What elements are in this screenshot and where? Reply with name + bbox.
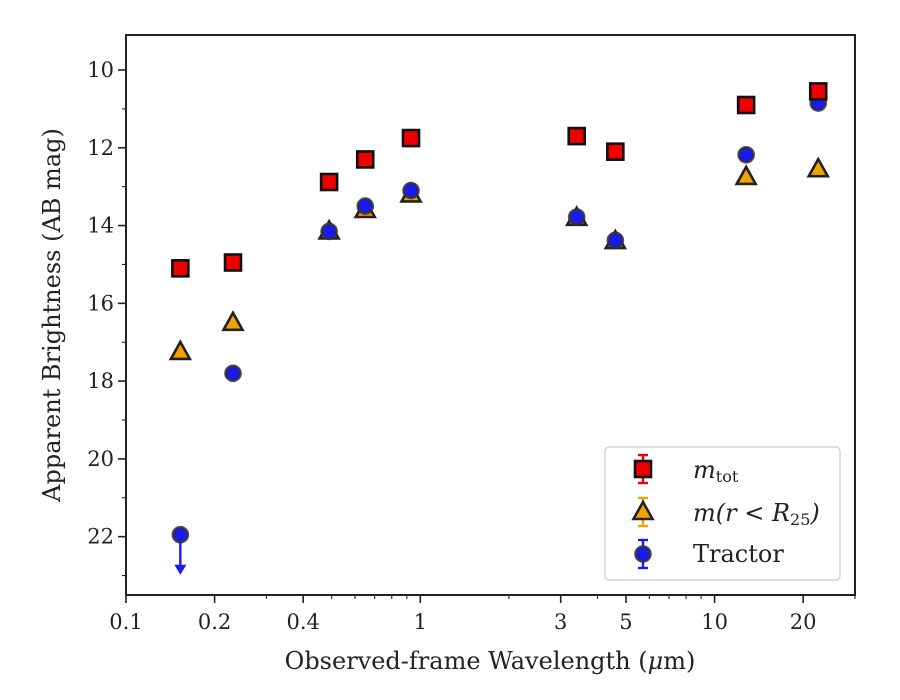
x-tick-label: 3: [554, 610, 567, 634]
data-point-square: [223, 253, 243, 272]
data-point-triangle: [168, 339, 193, 361]
x-tick-label: 0.2: [198, 610, 231, 634]
legend-marker-square: [633, 459, 653, 479]
upper-limit-arrowhead: [174, 564, 187, 575]
legend-label-tractor: Tractor: [693, 540, 784, 568]
data-point-square: [171, 259, 190, 278]
data-point-square: [736, 95, 756, 115]
legend-marker-triangle: [631, 499, 655, 521]
legend-markers: [631, 453, 655, 570]
data-point-triangle: [806, 156, 830, 178]
data-point-triangle: [734, 164, 758, 186]
data-point-square: [567, 126, 587, 146]
x-tick-label: 0.1: [109, 610, 142, 634]
y-tick-label: 20: [87, 447, 114, 471]
y-tick-label: 14: [87, 214, 114, 238]
x-tick-label: 10: [701, 610, 728, 634]
data-point-square: [355, 150, 375, 169]
x-tick-label: 20: [790, 610, 817, 634]
legend-label-mr25: m(r < R25): [693, 499, 820, 529]
data-point-square: [808, 82, 828, 101]
data-point-square: [401, 128, 421, 148]
y-tick-label: 12: [87, 136, 114, 160]
y-tick-label: 16: [87, 291, 114, 315]
data-point-square: [606, 142, 625, 161]
legend-box: [604, 446, 841, 581]
y-tick-label: 18: [87, 369, 114, 393]
x-tick-label: 5: [619, 610, 632, 634]
data-point-square: [319, 172, 339, 192]
x-tick-label: 1: [414, 610, 427, 634]
x-tick-label: 0.4: [286, 610, 319, 634]
legend-label-mtot: mtot: [693, 456, 739, 486]
data-point-triangle: [221, 310, 245, 332]
x-axis-label: Observed-frame Wavelength (μm): [285, 647, 696, 675]
axis-ticks: 0.1 0.2 0.4 1 3 5 10 20 10 12 14 16 18 20 22: [87, 58, 856, 634]
y-tick-label: 10: [87, 58, 114, 82]
plot-frame: [125, 34, 856, 596]
legend: mtot m(r < R25) Tractor: [604, 446, 841, 581]
y-axis-label: Apparent Brightness (AB mag): [38, 128, 66, 503]
data-points: [168, 82, 830, 575]
series-square: [171, 82, 828, 278]
y-tick-label: 22: [87, 525, 114, 549]
